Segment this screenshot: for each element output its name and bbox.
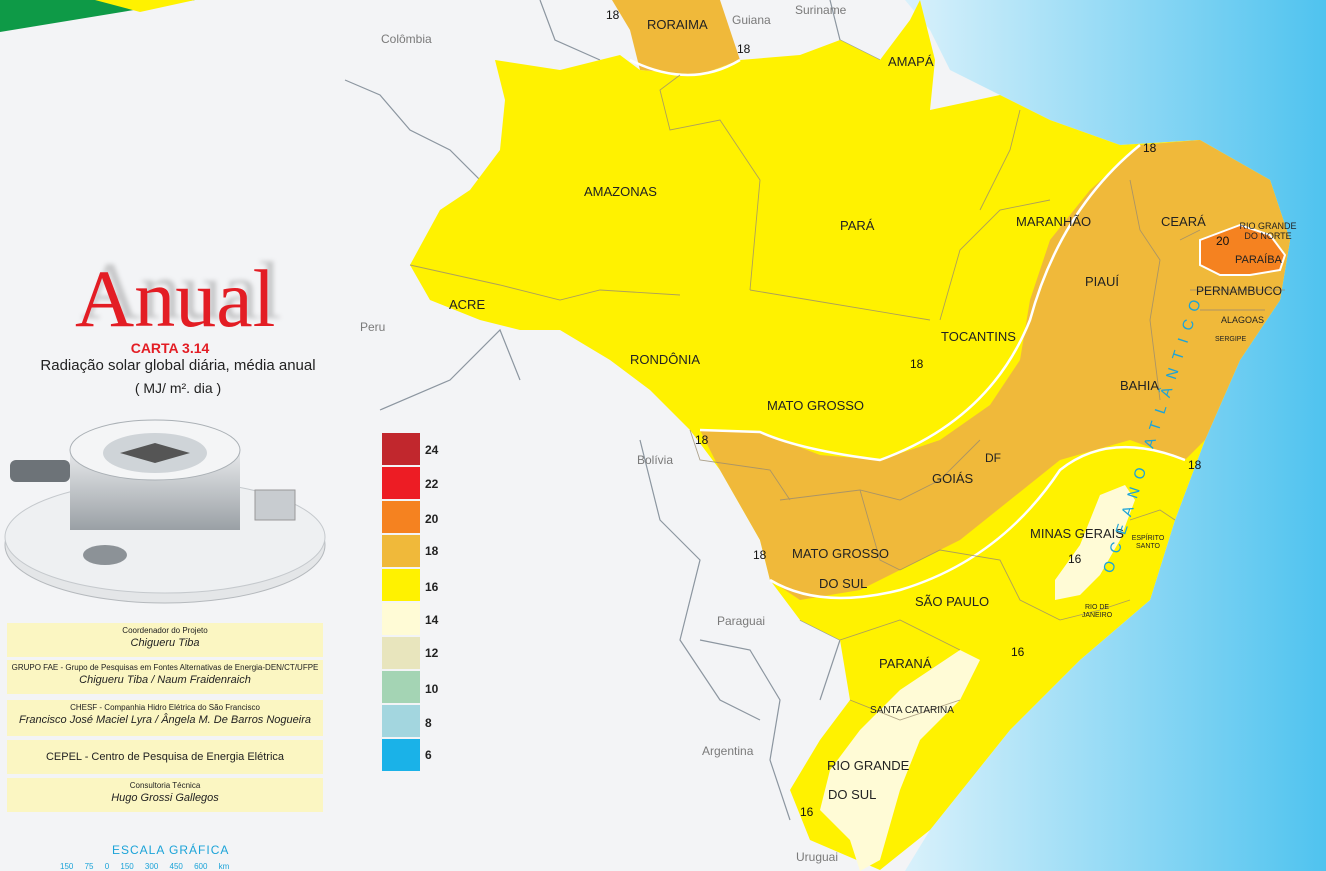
isoline-label: 20: [1216, 234, 1230, 248]
legend-value: 12: [425, 646, 439, 660]
isoline-label: 18: [753, 548, 767, 562]
state-label-minas: MINAS GERAIS: [1030, 526, 1124, 541]
legend-swatch: [382, 637, 420, 669]
state-label-rgn: RIO GRANDE DO NORTE: [1239, 221, 1297, 241]
isoline-label: 18: [606, 8, 620, 22]
country-label-colombia: Colômbia: [381, 32, 432, 46]
isoline-label: 18: [695, 433, 709, 447]
legend-swatch: [382, 671, 420, 703]
legend-value: 16: [425, 580, 439, 594]
state-label-tocantins: TOCANTINS: [941, 329, 1016, 344]
credit-name: Chigueru Tiba / Naum Fraidenraich: [79, 674, 251, 686]
country-label-suriname: Suriname: [795, 3, 847, 17]
credit-role: Consultoria Técnica: [129, 781, 201, 790]
state-label-amapa: AMAPÁ: [888, 54, 934, 69]
country-label-guiana: Guiana: [732, 13, 771, 27]
state-label-sc: SANTA CATARINA: [870, 705, 954, 716]
credit-role: Coordenador do Projeto: [122, 626, 208, 635]
isoline-label: 18: [1188, 458, 1202, 472]
state-label-amazonas: AMAZONAS: [584, 184, 657, 199]
credit-role: CHESF - Companhia Hidro Elétrica do São …: [70, 703, 260, 712]
legend-value: 24: [425, 443, 439, 457]
credit-fae: GRUPO FAE - Grupo de Pesquisas em Fontes…: [7, 660, 323, 694]
legend-value: 14: [425, 613, 439, 627]
legend-value: 8: [425, 716, 432, 730]
state-label-rs-2: DO SUL: [828, 787, 877, 802]
ocean-area: [905, 0, 1326, 871]
legend-swatch: [382, 739, 420, 771]
credit-chesf: CHESF - Companhia Hidro Elétrica do São …: [7, 700, 323, 736]
credit-consultoria: Consultoria Técnica Hugo Grossi Gallegos: [7, 778, 323, 812]
country-label-peru: Peru: [360, 320, 386, 334]
state-label-maranhao: MARANHÃO: [1016, 214, 1092, 229]
state-label-rondonia: RONDÔNIA: [630, 352, 701, 367]
country-label-uruguai: Uruguai: [796, 850, 839, 864]
zone-14-south: [820, 650, 980, 871]
scale-title: ESCALA GRÁFICA: [112, 843, 230, 857]
state-label-alagoas: ALAGOAS: [1221, 315, 1265, 325]
state-label-mato-grosso: MATO GROSSO: [767, 398, 865, 413]
legend-value: 20: [425, 512, 439, 526]
credit-cepel: CEPEL - Centro de Pesquisa de Energia El…: [7, 740, 323, 774]
pyranometer-illustration: [4, 419, 326, 604]
state-label-piaui: PIAUÍ: [1085, 274, 1119, 289]
legend-swatch: [382, 705, 420, 737]
state-label-acre: ACRE: [449, 297, 486, 312]
state-label-parana: PARANÁ: [879, 656, 932, 671]
map-subtitle: Radiação solar global diária, média anua…: [40, 357, 316, 374]
isoline-label: 16: [800, 805, 814, 819]
state-label-ceara: CEARÁ: [1161, 214, 1206, 229]
state-label-ms-2: DO SUL: [819, 576, 868, 591]
legend-swatch: [382, 535, 420, 567]
map-title: Anual: [75, 253, 276, 344]
state-label-rj: RIO DE JANEIRO: [1081, 604, 1113, 619]
legend-swatch: [382, 569, 420, 601]
isoline-label: 18: [737, 42, 751, 56]
legend-swatch: [382, 433, 420, 465]
legend-swatch: [382, 603, 420, 635]
isoline-label: 18: [1143, 141, 1157, 155]
zone-18-northeast: [700, 140, 1290, 600]
credit-coordinator: Coordenador do Projeto Chigueru Tiba: [7, 623, 323, 657]
country-label-argentina: Argentina: [702, 744, 754, 758]
country-label-bolivia: Bolívia: [637, 453, 674, 467]
state-label-sergipe: SERGIPE: [1215, 336, 1247, 343]
state-label-para: PARÁ: [840, 218, 875, 233]
legend-value: 22: [425, 477, 439, 491]
credit-name: Hugo Grossi Gallegos: [111, 792, 219, 804]
isoline-label: 16: [1011, 645, 1025, 659]
legend-swatch: [382, 467, 420, 499]
legend-value: 10: [425, 682, 439, 696]
scale-ticks: 150 75 0 150 300 450 600 km: [60, 862, 230, 871]
state-label-pernambuco: PERNAMBUCO: [1196, 284, 1283, 298]
chart-number: CARTA 3.14: [130, 340, 210, 356]
legend-swatch: [382, 501, 420, 533]
legend-value: 6: [425, 748, 432, 762]
isoline-label: 18: [910, 357, 924, 371]
isoline-label: 16: [1068, 552, 1082, 566]
state-label-bahia: BAHIA: [1120, 378, 1160, 393]
state-label-rs-1: RIO GRANDE: [827, 758, 910, 773]
credit-role: GRUPO FAE - Grupo de Pesquisas em Fontes…: [11, 663, 319, 672]
state-label-goias: GOIÁS: [932, 471, 974, 486]
state-label-sao-paulo: SÃO PAULO: [915, 594, 990, 609]
state-label-paraiba: PARAÍBA: [1235, 254, 1282, 266]
country-label-paraguai: Paraguai: [717, 614, 766, 628]
zone-20-paraiba: [1199, 223, 1287, 276]
state-label-roraima: RORAIMA: [647, 17, 708, 32]
zone-18-roraima: [612, 0, 740, 75]
zone-14-minas: [1055, 485, 1135, 600]
state-label-ms-1: MATO GROSSO: [792, 546, 890, 561]
credit-text: CEPEL - Centro de Pesquisa de Energia El…: [45, 751, 285, 763]
state-label-df: DF: [985, 451, 1001, 465]
credit-name: Chigueru Tiba: [130, 637, 200, 649]
legend-value: 18: [425, 544, 439, 558]
state-label-es: ESPÍRITO SANTO: [1131, 535, 1165, 550]
units-label: ( MJ/ m². dia ): [134, 380, 222, 396]
credit-name: Francisco José Maciel Lyra / Ângela M. D…: [18, 714, 312, 726]
